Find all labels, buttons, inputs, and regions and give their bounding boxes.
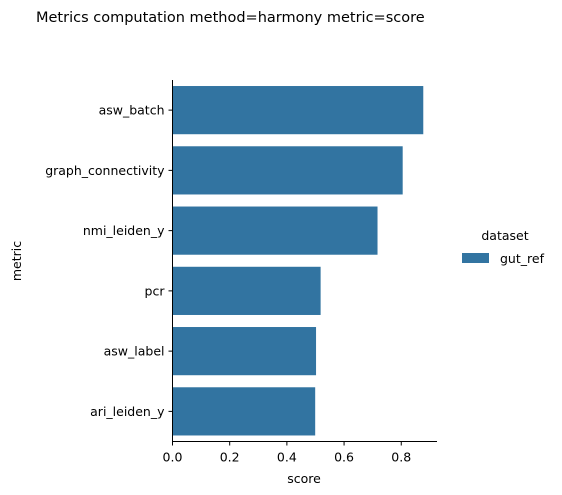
- x-tick-label: 0.8: [391, 450, 411, 465]
- y-tick-label: asw_label: [104, 344, 165, 359]
- y-tick-label: pcr: [145, 283, 166, 298]
- bar-group: [172, 86, 424, 436]
- bar-ari-leiden-y: [172, 387, 316, 436]
- y-tick-label: graph_connectivity: [45, 163, 165, 178]
- y-tick-group: asw_batch graph_connectivity nmi_leiden_yp…: [45, 103, 173, 419]
- legend: dataset gut_ref: [462, 228, 545, 266]
- legend-swatch-gut-ref: [462, 253, 489, 263]
- x-tick-label: 0.0: [163, 450, 183, 465]
- legend-entry-gut-ref: gut_ref: [500, 251, 545, 266]
- bar-asw-batch: [172, 86, 424, 135]
- bar-graph-connectivity: [172, 146, 403, 195]
- legend-title: dataset: [481, 228, 528, 243]
- y-tick-label: ari_leiden_y: [90, 404, 165, 419]
- y-axis-label: metric: [9, 241, 24, 281]
- bar-pcr: [172, 266, 321, 315]
- chart-title: Metrics computation method=harmony metri…: [36, 10, 425, 26]
- x-tick-group: 0.0 0.2 0.4 0.6 0.8: [163, 441, 411, 465]
- bar-asw-label: [172, 327, 317, 376]
- x-tick-label: 0.2: [220, 450, 240, 465]
- y-tick-label: nmi_leiden_y: [83, 223, 165, 238]
- x-axis-label: score: [287, 471, 321, 486]
- y-tick-label: asw_batch: [99, 103, 165, 118]
- bar-nmi-leiden-y: [172, 206, 378, 255]
- x-tick-label: 0.6: [334, 450, 354, 465]
- x-tick-label: 0.4: [277, 450, 297, 465]
